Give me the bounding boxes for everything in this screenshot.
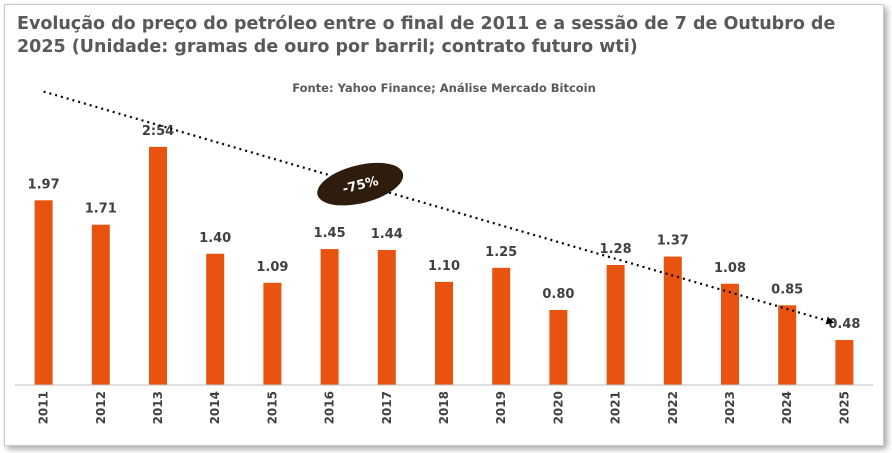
bar-2011: [34, 200, 53, 385]
bar-2024: [778, 305, 797, 385]
bar-2023: [721, 283, 739, 385]
x-tick-label-2022: 2022: [666, 391, 680, 424]
x-tick-label-2011: 2011: [37, 391, 51, 424]
x-tick-label-2016: 2016: [323, 391, 337, 424]
value-label-2025: 0.48: [828, 317, 860, 332]
chart-frame: Evolução do preço do petróleo entre o fi…: [4, 4, 884, 446]
chart-title: Evolução do preço do petróleo entre o fi…: [17, 14, 836, 57]
bar-2012: [91, 224, 110, 385]
chart-subtitle: Fonte: Yahoo Finance; Análise Mercado Bi…: [292, 81, 596, 95]
bar-2021: [606, 265, 625, 385]
x-tick-label-2013: 2013: [151, 391, 165, 424]
value-label-2017: 1.44: [371, 227, 403, 242]
x-tick-label-2024: 2024: [780, 391, 794, 424]
x-tick-label-2023: 2023: [723, 391, 737, 424]
x-tick-label-2012: 2012: [94, 391, 108, 424]
value-label-2024: 0.85: [771, 282, 803, 297]
bar-2013: [149, 146, 167, 385]
bar-2017: [377, 250, 396, 385]
value-label-2013: 2:54: [142, 124, 174, 139]
bar-2016: [320, 249, 339, 385]
x-tick-label-2020: 2020: [551, 391, 565, 424]
annotation-badge: [317, 162, 404, 206]
change-annotation: -75%: [317, 162, 404, 206]
trend-arrow: [43, 90, 835, 325]
bar-2014: [206, 253, 225, 385]
x-tick-label-2017: 2017: [380, 391, 394, 424]
bar-2020: [549, 310, 568, 385]
x-tick-label-2021: 2021: [609, 391, 623, 424]
bar-chart: 1.97 1.71 2:54 1.40 1.09 1.45 1.44 1.10 1.25 0.80…: [15, 90, 873, 424]
value-label-2011: 1.97: [28, 177, 60, 192]
value-label-2020: 0.80: [542, 287, 574, 302]
value-label-2019: 1.25: [485, 245, 517, 260]
value-label-2014: 1.40: [199, 231, 231, 246]
x-tick-label-2015: 2015: [265, 391, 279, 424]
value-label-2015: 1.09: [256, 260, 288, 275]
x-tick-label-2014: 2014: [208, 391, 222, 424]
x-tick-label-2019: 2019: [494, 391, 508, 424]
x-tick-label-2025: 2025: [837, 391, 851, 424]
value-label-2021: 1.28: [600, 242, 632, 257]
value-label-2022: 1.37: [657, 234, 689, 249]
value-label-2018: 1.10: [428, 259, 460, 274]
bar-2019: [492, 267, 511, 385]
bar-2018: [435, 281, 453, 385]
bar-2022: [663, 256, 682, 385]
bar-2015: [263, 282, 282, 385]
value-label-2023: 1.08: [714, 261, 746, 276]
bar-2025: [835, 340, 854, 385]
x-tick-label-2018: 2018: [437, 391, 451, 424]
value-label-2012: 1.71: [85, 202, 117, 217]
value-label-2016: 1.45: [314, 226, 346, 241]
